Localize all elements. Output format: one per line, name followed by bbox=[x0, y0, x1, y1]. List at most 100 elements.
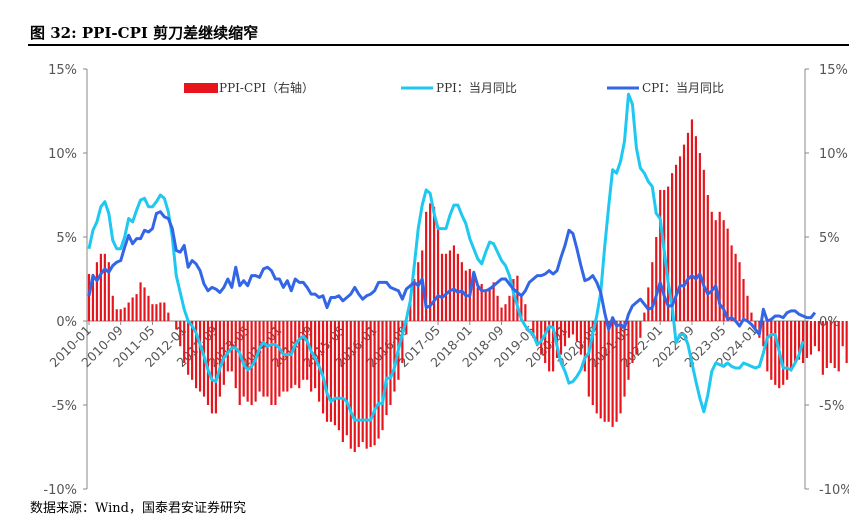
ppi-cpi-bar bbox=[413, 279, 416, 321]
ppi-cpi-bar bbox=[175, 321, 178, 330]
ppi-cpi-bar bbox=[682, 144, 686, 321]
ppi-cpi-bar bbox=[369, 321, 372, 447]
legend-bar-label: PPI-CPI（右轴） bbox=[219, 80, 314, 95]
y-tick-label: 0% bbox=[56, 315, 77, 330]
ppi-cpi-bar bbox=[448, 250, 452, 321]
ppi-cpi-bar bbox=[710, 211, 713, 321]
y2-tick-label: 15% bbox=[819, 63, 848, 78]
chart-lines bbox=[87, 92, 817, 422]
ppi-cpi-bar bbox=[325, 321, 329, 422]
ppi-cpi-bar bbox=[671, 173, 674, 321]
y2-tick-label: 5% bbox=[819, 231, 840, 246]
ppi-cpi-bar bbox=[436, 228, 440, 321]
ppi-cpi-bar bbox=[817, 321, 820, 352]
ppi-cpi-bar bbox=[159, 302, 162, 321]
ppi-cpi-bar bbox=[575, 321, 578, 342]
ppi-cpi-bar bbox=[87, 273, 91, 321]
legend-ppi-label: PPI：当月同比 bbox=[436, 81, 517, 95]
ppi-cpi-bar bbox=[714, 220, 717, 321]
ppi-cpi-bar bbox=[222, 321, 225, 385]
ppi-cpi-bar bbox=[187, 321, 190, 375]
ppi-cpi-bar bbox=[266, 321, 269, 397]
ppi-cpi-bar bbox=[734, 253, 737, 321]
ppi-cpi-bar bbox=[238, 321, 241, 405]
ppi-cpi-bar bbox=[302, 321, 305, 380]
cpi-line bbox=[87, 210, 817, 336]
ppi-cpi-bar bbox=[294, 321, 297, 385]
ppi-cpi-bar bbox=[115, 309, 118, 321]
ppi-cpi-bar bbox=[456, 253, 459, 321]
ppi-cpi-bar bbox=[809, 321, 813, 355]
ppi-cpi-bar bbox=[559, 321, 563, 355]
ppi-cpi-bar bbox=[825, 321, 828, 369]
y2-tick-label: -5% bbox=[819, 399, 844, 414]
ppi-cpi-bar bbox=[508, 295, 511, 321]
ppi-cpi-bar bbox=[782, 321, 785, 385]
ppi-cpi-bar bbox=[282, 321, 285, 392]
ppi-cpi-bar bbox=[631, 321, 634, 363]
ppi-cpi-bar bbox=[548, 321, 551, 372]
ppi-cpi-bar bbox=[540, 321, 543, 355]
ppi-cpi-bar bbox=[417, 262, 420, 321]
ppi-cpi-bar bbox=[242, 321, 245, 397]
ppi-cpi-bar bbox=[504, 304, 507, 321]
chart-legend: PPI-CPI（右轴） PPI：当月同比 CPI：当月同比 bbox=[184, 80, 724, 95]
ppi-cpi-bar bbox=[111, 295, 114, 321]
ppi-cpi-bar bbox=[837, 321, 840, 372]
ppi-cpi-bar bbox=[433, 206, 436, 321]
ppi-cpi-bar bbox=[512, 279, 515, 321]
ppi-cpi-bar bbox=[107, 262, 110, 321]
ppi-cpi-bar bbox=[314, 321, 317, 389]
ppi-cpi-bar bbox=[472, 279, 475, 321]
ppi-cpi-bar bbox=[770, 321, 773, 380]
ppi-cpi-bar bbox=[440, 253, 444, 321]
ppi-cpi-bar bbox=[452, 245, 456, 321]
ppi-cpi-bar bbox=[191, 321, 194, 380]
figure-source: 数据来源：Wind，国泰君安证券研究 bbox=[30, 501, 246, 516]
ppi-cpi-bar bbox=[516, 275, 519, 321]
ppi-cpi-bar bbox=[401, 321, 404, 363]
legend-cpi-label: CPI：当月同比 bbox=[642, 81, 724, 95]
ppi-cpi-bars bbox=[87, 119, 848, 453]
ppi-cpi-bar bbox=[833, 321, 836, 369]
ppi-cpi-bar bbox=[131, 297, 134, 321]
ppi-cpi-bar bbox=[155, 304, 158, 321]
ppi-cpi-bar bbox=[230, 321, 233, 372]
ppi-cpi-bar bbox=[349, 321, 352, 449]
ppi-cpi-bar bbox=[310, 321, 313, 392]
ppi-cpi-bar bbox=[786, 321, 789, 380]
ppi-cpi-bar bbox=[702, 169, 705, 321]
ppi-cpi-bar bbox=[563, 321, 567, 347]
ppi-cpi-bar bbox=[286, 321, 289, 392]
ppi-cpi-bar bbox=[103, 253, 106, 321]
ppi-cpi-bar bbox=[579, 321, 582, 355]
ppi-cpi-bar bbox=[544, 321, 547, 363]
ppi-cpi-bar bbox=[686, 132, 690, 321]
ppi-cpi-bar bbox=[151, 304, 154, 321]
ppi-cpi-bar bbox=[476, 287, 479, 321]
ppi-cpi-bar bbox=[698, 153, 701, 321]
ppi-cpi-bar bbox=[821, 321, 824, 375]
y-tick-label: -5% bbox=[52, 399, 77, 414]
chart: 15%15%10%10%5%5%0%0%-5%-5%-10%-10%2010-0… bbox=[43, 63, 849, 498]
ppi-cpi-bar bbox=[829, 321, 832, 363]
ppi-cpi-bar bbox=[488, 287, 491, 321]
ppi-cpi-bar bbox=[659, 189, 662, 321]
ppi-cpi-bar bbox=[797, 321, 801, 360]
ppi-cpi-bar bbox=[373, 321, 376, 446]
ppi-cpi-bar bbox=[492, 282, 495, 321]
ppi-cpi-bar bbox=[226, 321, 229, 372]
title-rule bbox=[28, 44, 849, 46]
ppi-cpi-bar bbox=[484, 290, 487, 321]
ppi-cpi-bar bbox=[603, 321, 606, 422]
ppi-cpi-bar bbox=[333, 321, 337, 426]
ppi-cpi-bar bbox=[694, 136, 697, 321]
ppi-cpi-bar bbox=[627, 321, 630, 380]
ppi-cpi-bar bbox=[496, 295, 499, 321]
ppi-cpi-bar bbox=[480, 284, 483, 321]
ppi-cpi-bar bbox=[667, 186, 670, 321]
ppi-cpi-bar bbox=[674, 164, 678, 321]
ppi-cpi-bar bbox=[210, 321, 214, 414]
ppi-cpi-bar bbox=[258, 321, 261, 392]
ppi-cpi-bar bbox=[270, 321, 273, 405]
